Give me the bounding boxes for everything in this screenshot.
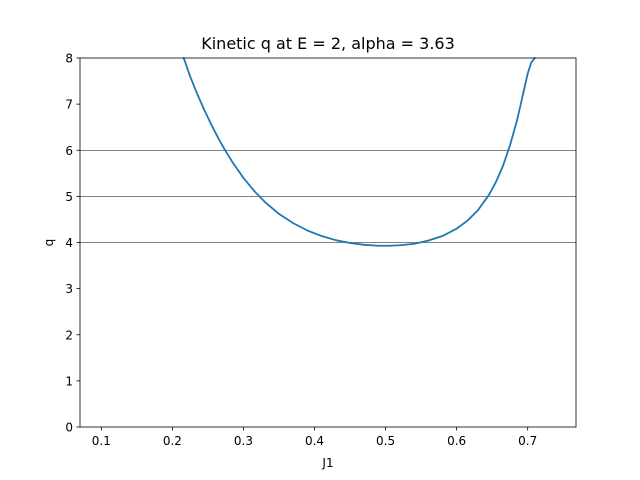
x-tick-label-1: 0.2: [163, 434, 182, 448]
x-axis-label: J1: [321, 456, 333, 470]
x-tick-label-4: 0.5: [376, 434, 395, 448]
x-tick-label-5: 0.6: [447, 434, 466, 448]
x-tick-label-3: 0.4: [305, 434, 324, 448]
y-tick-label-3: 3: [65, 282, 73, 296]
y-tick-label-4: 4: [65, 236, 73, 250]
y-tick-label-2: 2: [65, 328, 73, 342]
x-tick-label-0: 0.1: [92, 434, 111, 448]
reference-lines: [80, 149, 576, 243]
chart-title: Kinetic q at E = 2, alpha = 3.63: [201, 34, 455, 53]
x-tick-label-2: 0.3: [234, 434, 253, 448]
y-axis-ticks: 0 1 2 3 4 5 6 7 8: [65, 52, 80, 435]
y-axis-label: q: [42, 239, 56, 247]
y-tick-label-0: 0: [65, 421, 73, 435]
y-tick-label-1: 1: [65, 374, 73, 388]
x-axis-ticks: 0.1 0.2 0.3 0.4 0.5 0.6 0.7: [92, 427, 537, 448]
y-tick-label-5: 5: [65, 190, 73, 204]
y-tick-label-8: 8: [65, 52, 73, 66]
series-line-0: [182, 57, 536, 247]
series-layer: [182, 57, 536, 247]
y-tick-label-7: 7: [65, 98, 73, 112]
y-tick-label-6: 6: [65, 144, 73, 158]
x-tick-label-6: 0.7: [518, 434, 537, 448]
